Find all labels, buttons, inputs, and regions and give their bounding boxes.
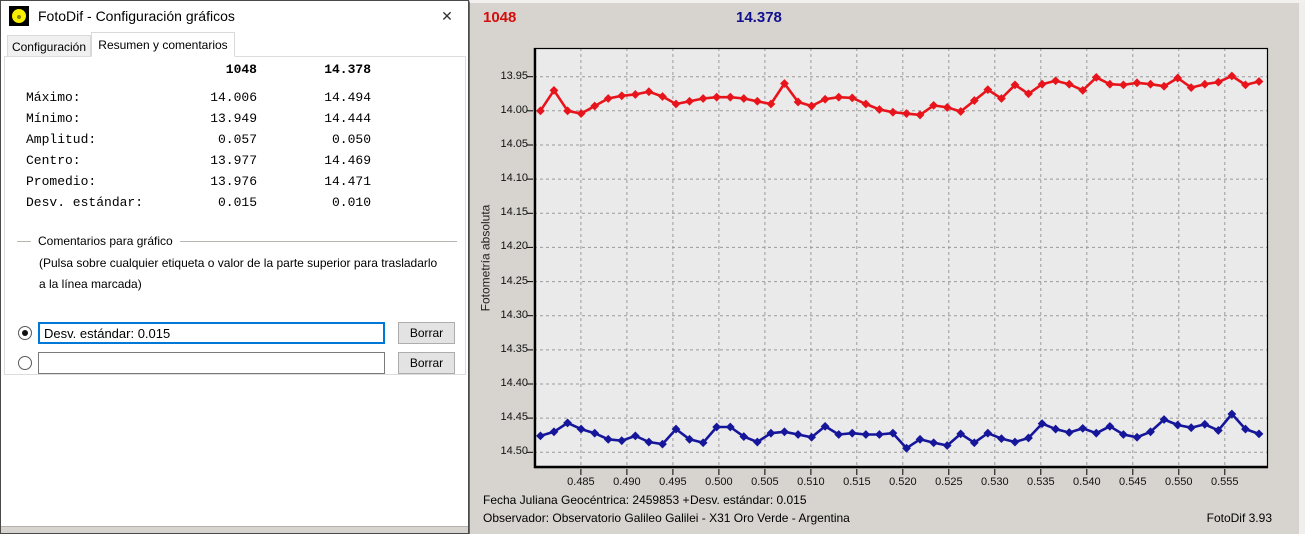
stat-label-centro[interactable]: Centro:	[26, 153, 81, 168]
groupbox-legend: Comentarios para gráfico	[31, 234, 180, 248]
x-tick-label: 0.520	[889, 476, 917, 488]
x-tick-label: 0.495	[659, 476, 687, 488]
y-tick-label: 14.15	[500, 206, 528, 219]
comment-radio-1[interactable]	[18, 326, 32, 340]
comment-radio-2[interactable]	[18, 356, 32, 370]
tab-configuracion[interactable]: Configuración	[7, 35, 91, 57]
y-tick-label: 14.25	[500, 274, 528, 287]
stats-col2-header[interactable]: 14.378	[324, 62, 371, 77]
stat-value[interactable]: 14.471	[324, 174, 371, 189]
chart-series2-label[interactable]: 14.378	[736, 9, 782, 26]
x-tick-label: 0.535	[1027, 476, 1055, 488]
borrar-button-1[interactable]: Borrar	[398, 322, 455, 344]
y-tick-label: 14.50	[500, 445, 528, 458]
app-version: FotoDif 3.93	[1206, 511, 1272, 525]
tab-strip: Configuración Resumen y comentarios	[1, 31, 468, 57]
x-tick-label: 0.515	[843, 476, 871, 488]
stat-label-minimo[interactable]: Mínimo:	[26, 111, 81, 126]
stat-value[interactable]: 14.006	[210, 90, 257, 105]
x-tick-label: 0.505	[751, 476, 779, 488]
dialog-title: FotoDif - Configuración gráficos	[38, 8, 235, 24]
x-tick-label: 0.525	[935, 476, 963, 488]
x-tick-label: 0.490	[613, 476, 641, 488]
x-tick-label: 0.540	[1073, 476, 1101, 488]
stat-value[interactable]: 14.494	[324, 90, 371, 105]
stat-label-desv-estandar[interactable]: Desv. estándar:	[26, 195, 144, 210]
x-tick-label: 0.530	[981, 476, 1009, 488]
footer-julian-date: Fecha Juliana Geocéntrica: 2459853 +	[483, 493, 690, 507]
stat-value[interactable]: 14.469	[324, 153, 371, 168]
close-icon[interactable]: ✕	[441, 7, 453, 24]
stat-value[interactable]: 0.050	[331, 132, 371, 147]
x-tick-label: 0.510	[797, 476, 825, 488]
x-tick-label: 0.485	[567, 476, 595, 488]
stat-value[interactable]: 13.976	[210, 174, 257, 189]
y-tick-label: 14.45	[500, 411, 528, 424]
chart-series1-label[interactable]: 1048	[483, 9, 517, 26]
tab-page	[4, 56, 466, 375]
footer-std-dev: Desv. estándar: 0.015	[690, 493, 807, 507]
comment-input-2[interactable]	[38, 352, 385, 374]
dialog-titlebar[interactable]: FotoDif - Configuración gráficos ✕	[1, 1, 468, 31]
y-tick-label: 14.40	[500, 377, 528, 389]
window-right-edge	[1299, 3, 1305, 534]
comments-hint-line1: (Pulsa sobre cualquier etiqueta o valor …	[39, 256, 438, 270]
y-tick-label: 13.95	[500, 69, 528, 82]
chart-window: 1048 14.378 Fotometría absoluta 13.95 14.…	[469, 0, 1305, 534]
dialog-bottom-strip	[1, 526, 468, 533]
borrar-button-2[interactable]: Borrar	[398, 352, 455, 374]
tab-resumen-y-comentarios[interactable]: Resumen y comentarios	[91, 32, 235, 57]
stat-label-promedio[interactable]: Promedio:	[26, 174, 97, 189]
stats-col1-header[interactable]: 1048	[225, 62, 257, 77]
fotodif-app-icon	[9, 6, 29, 26]
groupbox-divider	[17, 241, 457, 242]
stat-value[interactable]: 0.015	[217, 195, 257, 210]
comments-hint-line2: a la línea marcada)	[39, 277, 142, 291]
stat-label-amplitud[interactable]: Amplitud:	[26, 132, 97, 147]
y-tick-label: 14.00	[500, 103, 528, 116]
radio-selected-dot	[22, 330, 28, 336]
stat-value[interactable]: 13.949	[210, 111, 257, 126]
stat-label-maximo[interactable]: Máximo:	[26, 90, 81, 105]
x-tick-label: 0.500	[705, 476, 733, 488]
chart-svg	[527, 47, 1269, 475]
footer-observer: Observador: Observatorio Galileo Galilei…	[483, 511, 850, 525]
chart-plot[interactable]	[527, 47, 1269, 475]
y-tick-label: 14.05	[500, 137, 528, 150]
stat-value[interactable]: 0.010	[331, 195, 371, 210]
app-icon-dot	[17, 15, 21, 19]
comment-input-1[interactable]	[38, 322, 385, 344]
x-tick-label: 0.545	[1119, 476, 1147, 488]
y-tick-label: 14.20	[500, 240, 528, 253]
y-tick-label: 14.30	[500, 308, 528, 321]
stat-value[interactable]: 14.444	[324, 111, 371, 126]
config-dialog: FotoDif - Configuración gráficos ✕ Confi…	[0, 0, 469, 534]
stat-value[interactable]: 13.977	[210, 153, 257, 168]
x-tick-label: 0.550	[1165, 476, 1193, 488]
x-tick-label: 0.555	[1211, 476, 1239, 488]
y-tick-label: 14.10	[500, 172, 528, 185]
y-tick-label: 14.35	[500, 342, 528, 355]
stat-value[interactable]: 0.057	[217, 132, 257, 147]
